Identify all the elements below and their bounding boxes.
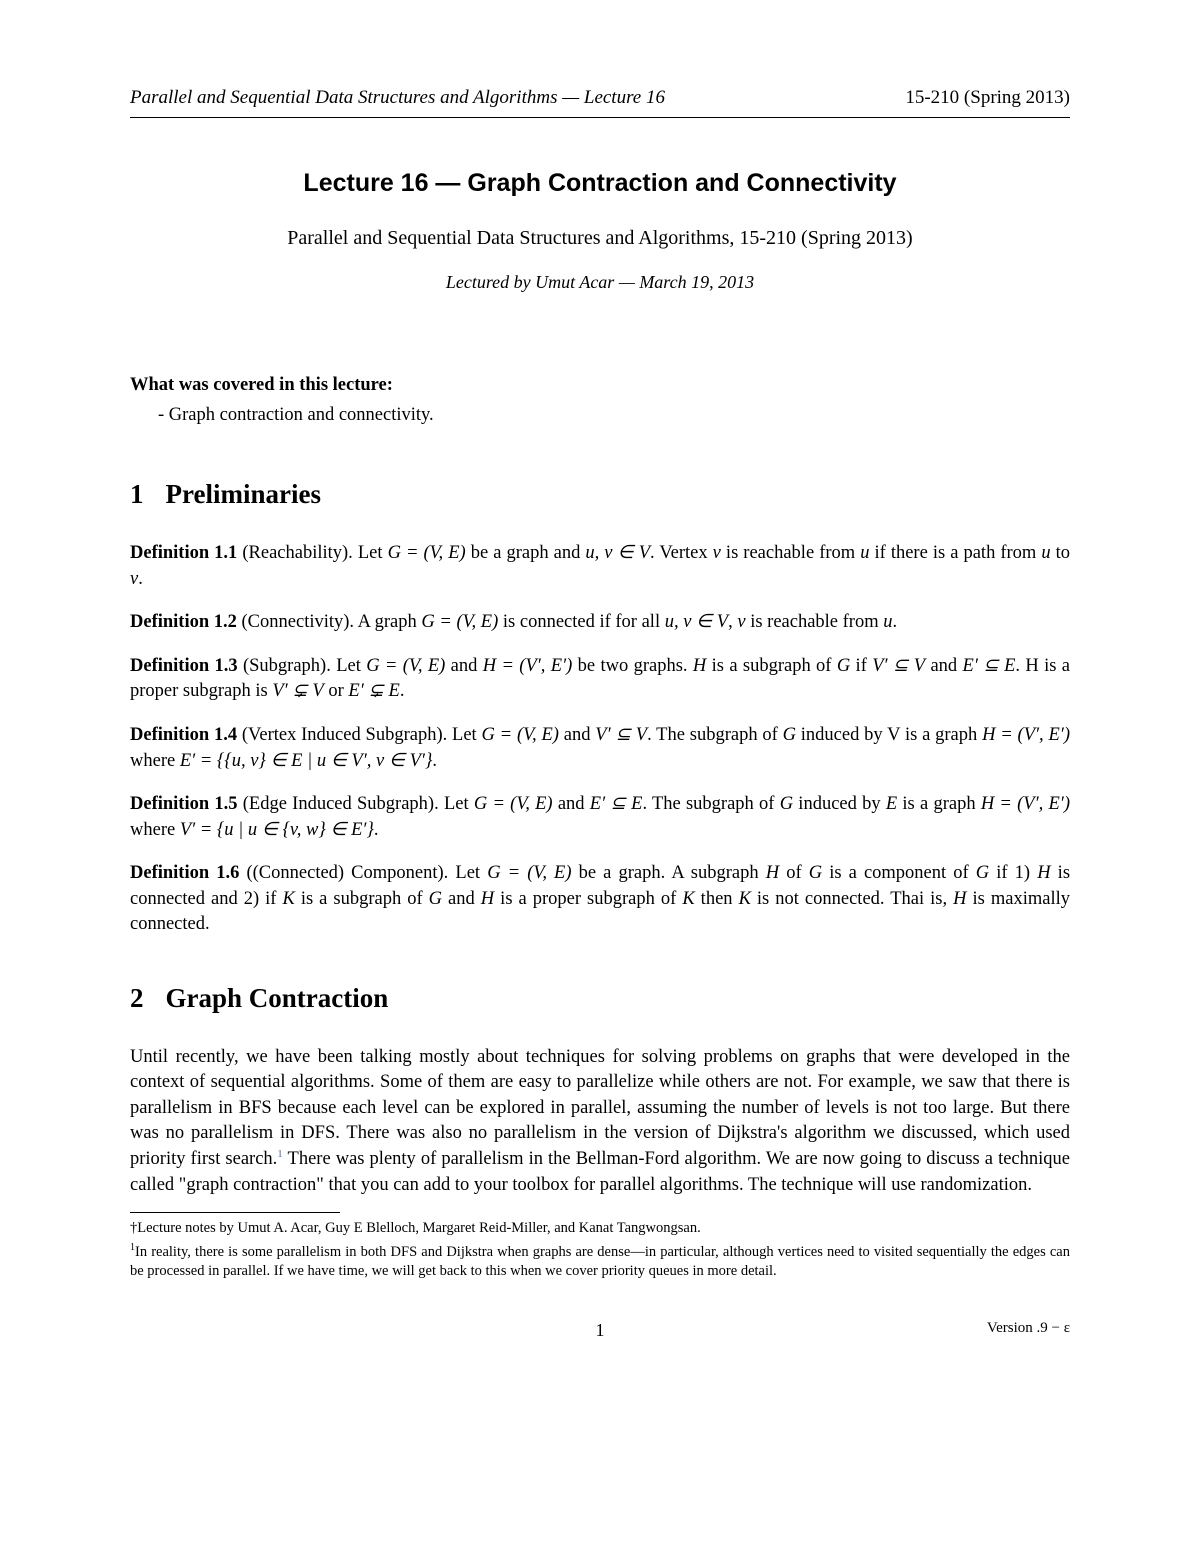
lectured-by: Lectured by Umut Acar — March 19, 2013 <box>130 270 1070 295</box>
section-2-title: Graph Contraction <box>166 983 389 1013</box>
page-number: 1 <box>130 1318 1070 1343</box>
header-left: Parallel and Sequential Data Structures … <box>130 85 665 111</box>
definition-1-1: Definition 1.1 (Reachability). Let G = (… <box>130 541 1070 592</box>
section-1-num: 1 <box>130 476 144 513</box>
section-2-heading: 2 Graph Contraction <box>130 980 1070 1017</box>
header-right: 15-210 (Spring 2013) <box>905 85 1070 111</box>
section-1-title: Preliminaries <box>166 479 321 509</box>
definition-1-2: Definition 1.2 (Connectivity). A graph G… <box>130 610 1070 636</box>
page-header: Parallel and Sequential Data Structures … <box>130 85 1070 118</box>
definition-1-4: Definition 1.4 (Vertex Induced Subgraph)… <box>130 723 1070 774</box>
footnote-dagger: †Lecture notes by Umut A. Acar, Guy E Bl… <box>130 1219 1070 1239</box>
section-2-paragraph: Until recently, we have been talking mos… <box>130 1045 1070 1198</box>
page-footer: 1 Version .9 − ε <box>130 1318 1070 1342</box>
section-1-heading: 1 Preliminaries <box>130 476 1070 513</box>
footnote-rule <box>130 1212 340 1213</box>
section-2-num: 2 <box>130 980 144 1017</box>
covered-item: - Graph contraction and connectivity. <box>158 403 1070 429</box>
lecture-subtitle: Parallel and Sequential Data Structures … <box>130 225 1070 253</box>
covered-heading: What was covered in this lecture: <box>130 373 1070 399</box>
definition-1-5: Definition 1.5 (Edge Induced Subgraph). … <box>130 792 1070 843</box>
definition-1-6: Definition 1.6 ((Connected) Component). … <box>130 861 1070 938</box>
definition-1-3: Definition 1.3 (Subgraph). Let G = (V, E… <box>130 654 1070 705</box>
lecture-title: Lecture 16 — Graph Contraction and Conne… <box>130 166 1070 201</box>
version-label: Version .9 − ε <box>987 1318 1070 1339</box>
footnote-1: 1In reality, there is some parallelism i… <box>130 1241 1070 1282</box>
